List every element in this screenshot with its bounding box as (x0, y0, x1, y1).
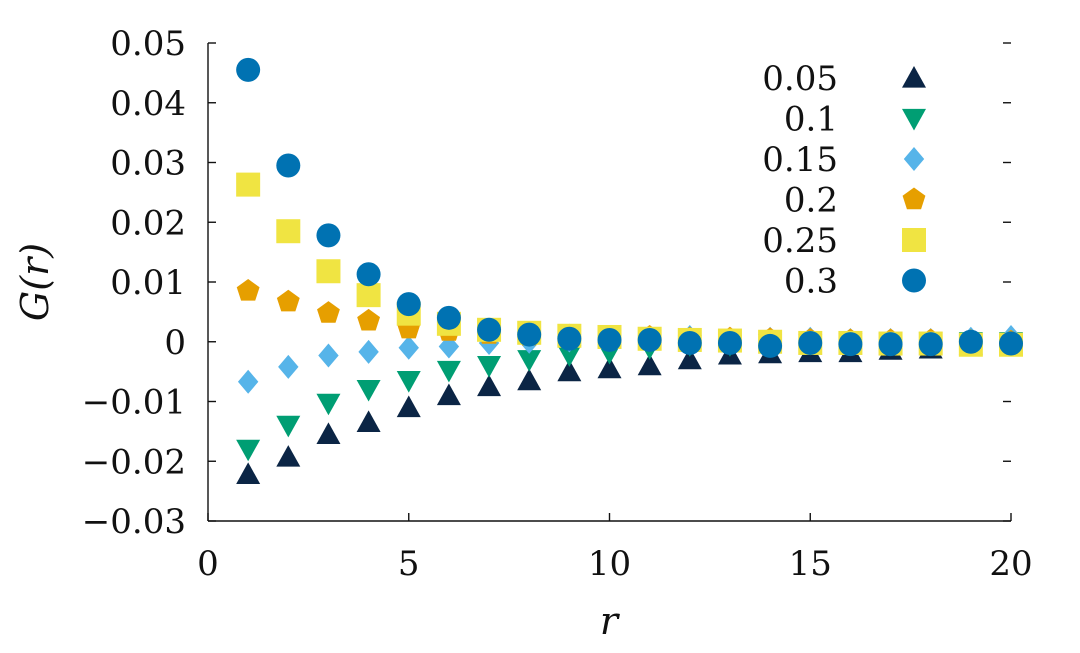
data-point (637, 327, 662, 352)
data-point (358, 339, 379, 364)
data-point (557, 326, 582, 351)
x-axis-label: r (600, 599, 621, 643)
data-point (396, 292, 421, 317)
data-point (316, 223, 341, 248)
data-point (677, 330, 702, 355)
y-tick-label: 0.04 (110, 84, 186, 124)
data-point (597, 356, 622, 379)
data-point (918, 332, 943, 357)
data-point (317, 301, 340, 323)
legend: 0.050.10.150.20.250.3 (762, 59, 926, 302)
data-point (517, 322, 542, 347)
legend-marker (902, 228, 926, 252)
legend-marker (902, 268, 926, 293)
data-point (717, 330, 742, 355)
series-0.05 (236, 330, 1023, 484)
data-point (999, 331, 1023, 356)
data-point (356, 262, 381, 287)
data-point (276, 219, 301, 244)
data-point (477, 317, 502, 342)
legend-marker (902, 187, 926, 210)
data-point (677, 347, 702, 370)
x-tick-label: 15 (789, 544, 832, 584)
data-point (637, 353, 662, 376)
data-point (517, 350, 542, 372)
y-tick-label: −0.01 (82, 383, 186, 423)
data-point (597, 327, 622, 352)
legend-marker (903, 147, 925, 171)
data-point (316, 393, 341, 416)
series-0.1 (236, 332, 1023, 462)
y-tick-label: 0.03 (110, 144, 186, 184)
legend-label: 0.3 (784, 262, 838, 302)
series-0.3 (236, 57, 1023, 358)
data-point (356, 410, 381, 433)
data-point (798, 330, 823, 355)
data-point (278, 354, 299, 379)
series-0.15 (237, 324, 1022, 394)
data-point (436, 305, 461, 330)
data-point (236, 439, 261, 462)
data-point (356, 379, 381, 402)
legend-label: 0.05 (762, 59, 838, 99)
x-tick-label: 10 (588, 544, 631, 584)
legend-marker (902, 66, 926, 88)
data-point (236, 172, 261, 197)
data-point (276, 289, 300, 312)
x-tick-label: 0 (197, 544, 219, 584)
data-point (237, 369, 259, 394)
data-point (517, 368, 542, 391)
data-point (477, 374, 502, 397)
data-point (316, 422, 341, 444)
data-point (878, 332, 903, 357)
data-point (276, 153, 301, 178)
data-point (316, 259, 341, 284)
y-axis-label: G(r) (13, 243, 57, 321)
data-point (557, 345, 582, 367)
x-tick-label: 20 (989, 544, 1032, 584)
data-points (236, 57, 1023, 484)
data-point (396, 395, 421, 418)
data-point (398, 335, 419, 360)
data-point (236, 278, 260, 301)
data-point (436, 383, 461, 406)
y-ticks: −0.03 −0.02 −0.01 0 0.01 0.02 0.03 0.04 0.05 (82, 24, 1011, 542)
data-point (758, 333, 783, 358)
legend-label: 0.25 (762, 221, 838, 261)
data-point (318, 343, 339, 368)
data-point (356, 283, 381, 308)
series-0.2 (236, 278, 1023, 352)
legend-label: 0.2 (784, 181, 838, 221)
y-tick-label: −0.02 (82, 442, 186, 482)
y-tick-label: 0.01 (110, 263, 186, 303)
data-point (276, 415, 301, 438)
data-point (357, 308, 381, 331)
data-point (396, 370, 421, 393)
y-tick-label: 0.05 (110, 24, 186, 64)
data-point (276, 445, 301, 467)
data-point (477, 356, 502, 378)
legend-marker (902, 108, 926, 131)
y-tick-label: 0.02 (110, 203, 186, 243)
data-point (838, 332, 863, 357)
legend-label: 0.1 (784, 100, 838, 140)
data-point (557, 359, 582, 382)
legend-label: 0.15 (762, 140, 838, 180)
x-ticks: 0 5 10 15 20 (197, 513, 1033, 584)
data-point (236, 57, 261, 82)
y-tick-label: 0 (164, 323, 186, 363)
data-point (236, 462, 261, 484)
data-point (436, 360, 461, 383)
data-point (958, 329, 983, 354)
y-tick-label: −0.03 (82, 502, 186, 542)
x-tick-label: 5 (398, 544, 420, 584)
